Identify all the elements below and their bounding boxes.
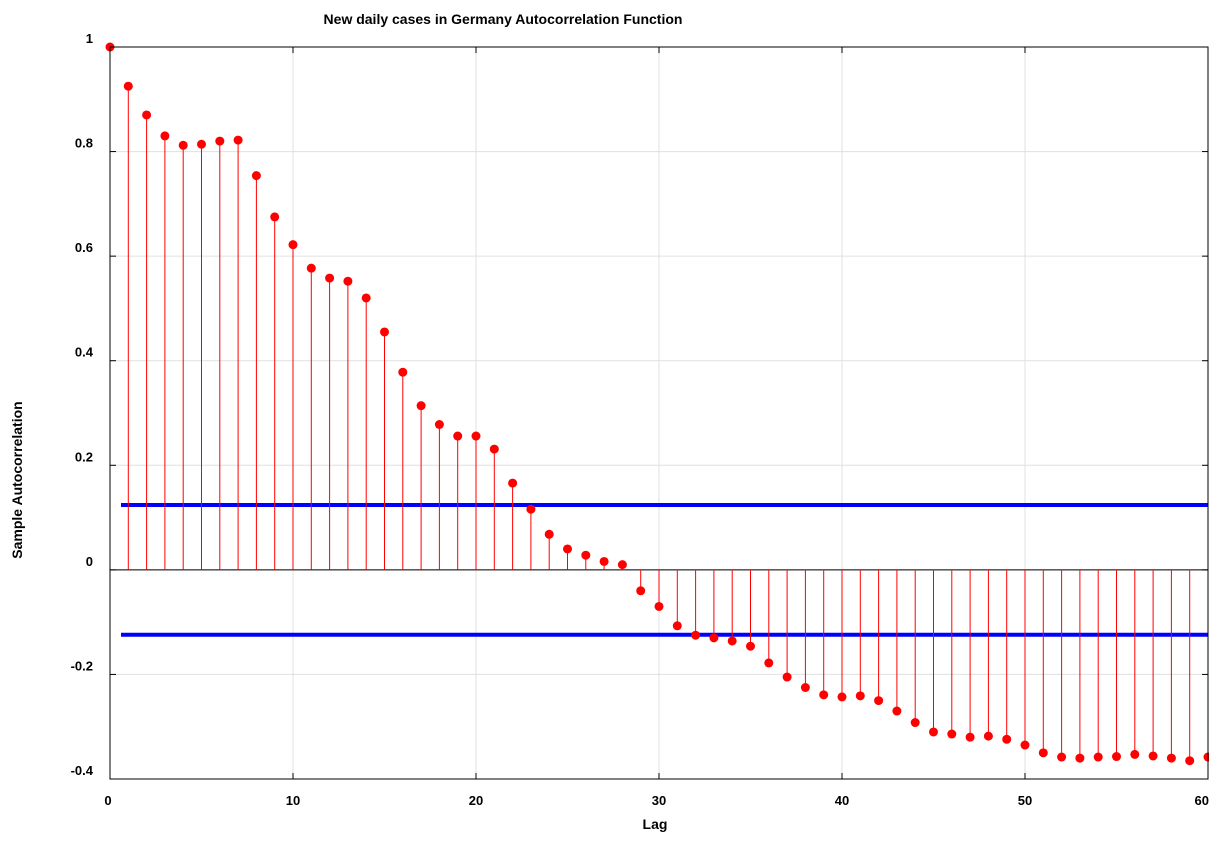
- x-tick-label: 40: [835, 793, 849, 808]
- stem-marker: [764, 658, 774, 668]
- stem-marker: [581, 550, 591, 560]
- stem-marker: [508, 478, 518, 488]
- stem-marker: [306, 263, 316, 273]
- stem-marker: [855, 691, 865, 701]
- x-tick-label: 30: [652, 793, 666, 808]
- y-tick-label: 0.6: [75, 240, 93, 255]
- stem-marker: [1020, 740, 1030, 750]
- stem-marker: [636, 586, 646, 596]
- stem-marker: [563, 544, 572, 554]
- stem-marker: [1002, 734, 1012, 744]
- y-tick-label: -0.2: [71, 658, 93, 673]
- y-tick-label: 0.8: [75, 136, 93, 151]
- stem-marker: [434, 420, 444, 430]
- y-tick-label: 1: [86, 31, 93, 46]
- y-tick-label: -0.4: [71, 763, 94, 778]
- stem-marker: [215, 136, 225, 146]
- stem-marker: [178, 140, 188, 150]
- stem-marker: [471, 431, 481, 441]
- x-tick-labels: 0 10 20 30 40 50 60: [104, 793, 1209, 808]
- stem-marker: [599, 556, 609, 566]
- stem-marker: [233, 135, 243, 145]
- x-axis-label: Lag: [643, 816, 668, 832]
- stem-marker: [929, 727, 938, 737]
- y-tick-label: 0.4: [75, 345, 94, 360]
- y-tick-label: 0: [86, 554, 93, 569]
- stem-marker: [361, 293, 371, 303]
- stem-marker: [1130, 749, 1140, 759]
- stem-marker: [746, 641, 755, 651]
- stem-marker: [654, 601, 664, 611]
- stem-marker: [892, 706, 902, 716]
- x-tick-label: 60: [1195, 793, 1209, 808]
- stem-marker: [160, 131, 170, 141]
- stem-marker: [489, 444, 499, 454]
- x-tick-label: 0: [104, 793, 111, 808]
- stem-marker: [800, 683, 810, 692]
- stem-marker: [1093, 752, 1103, 762]
- stem-marker: [1075, 753, 1085, 763]
- chart-title: New daily cases in Germany Autocorrelati…: [324, 11, 683, 27]
- stem-marker: [819, 690, 829, 700]
- x-tick-label: 10: [286, 793, 300, 808]
- stem-marker: [874, 696, 884, 706]
- stem-marker: [416, 401, 426, 411]
- stem-marker: [947, 729, 957, 739]
- stem-marker: [727, 636, 737, 646]
- stem-marker: [544, 529, 554, 539]
- y-tick-label: 0.2: [75, 449, 93, 464]
- stem-marker: [782, 672, 792, 682]
- stem-marker: [398, 367, 408, 377]
- stem-series: [105, 42, 1209, 766]
- plot-frame: [109, 46, 1209, 780]
- stem-marker: [1148, 751, 1158, 761]
- confidence-bounds: [120, 503, 1208, 637]
- y-tick-labels: -0.4 -0.2 0 0.2 0.4 0.6 0.8 1: [71, 31, 94, 778]
- stem-marker: [343, 276, 353, 286]
- stem-marker: [288, 240, 298, 250]
- stem-marker: [123, 81, 133, 91]
- stem-marker: [453, 431, 463, 441]
- stem-marker: [1166, 753, 1176, 763]
- stem-marker: [617, 560, 627, 570]
- stem-marker: [325, 273, 335, 283]
- stem-marker: [251, 171, 261, 181]
- stem-marker: [1185, 756, 1195, 766]
- y-axis-label: Sample Autocorrelation: [9, 401, 25, 558]
- stem-marker: [380, 327, 389, 337]
- stem-marker: [526, 504, 536, 514]
- stem-marker: [270, 212, 280, 222]
- stem-marker: [837, 692, 847, 702]
- stem-marker: [1112, 752, 1121, 762]
- stem-marker: [672, 621, 682, 631]
- stem-marker: [983, 731, 993, 741]
- stem-marker: [1057, 752, 1067, 762]
- stem-marker: [965, 732, 975, 742]
- stem-marker: [691, 630, 701, 640]
- stem-marker: [1038, 748, 1048, 758]
- x-tick-label: 20: [469, 793, 483, 808]
- stem-marker: [142, 110, 152, 120]
- stem-marker: [910, 718, 920, 728]
- stem-marker: [197, 139, 206, 149]
- x-tick-label: 50: [1018, 793, 1032, 808]
- stem-marker: [709, 633, 719, 643]
